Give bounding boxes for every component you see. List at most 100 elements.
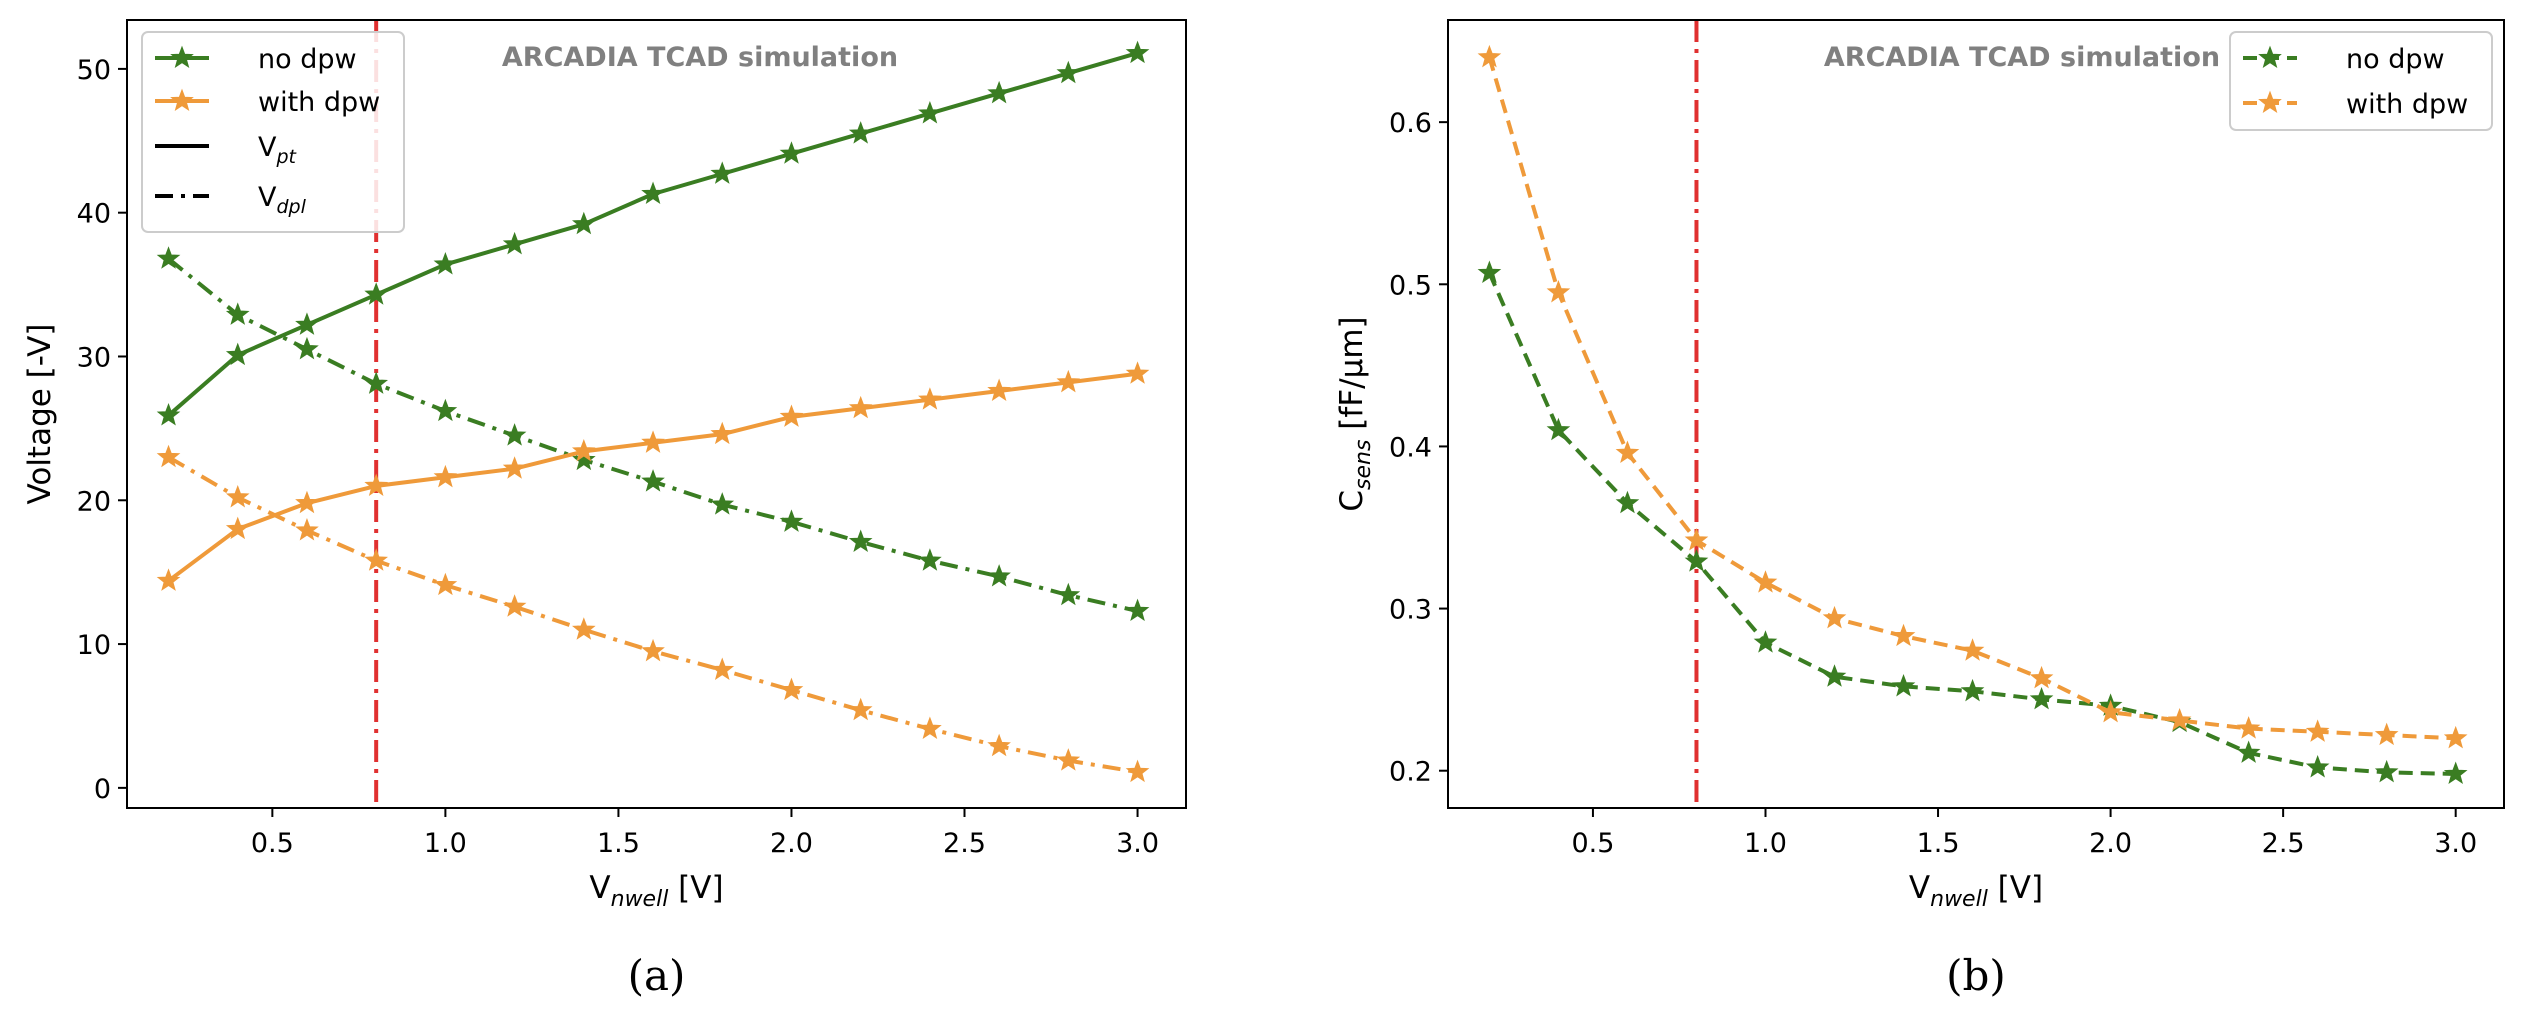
- x-axis-label-main: V: [1909, 870, 1930, 906]
- x-tick-label: 2.5: [2262, 828, 2305, 859]
- data-point: [1546, 417, 1571, 441]
- x-axis-label: Vnwell [V]: [1909, 870, 2043, 912]
- data-point: [918, 548, 942, 571]
- data-point: [2029, 665, 2054, 689]
- series-line: [1487, 56, 2456, 741]
- data-point: [848, 529, 873, 553]
- data-point: [1056, 582, 1081, 606]
- data-point: [1753, 570, 1778, 593]
- data-point: [2443, 725, 2468, 749]
- legend-star: [2258, 90, 2282, 114]
- legend-box: [141, 31, 405, 233]
- legend-label-with-dpw: with dpw: [2346, 89, 2468, 120]
- legend-vdpl-sub: dpl: [276, 196, 306, 218]
- data-point: [641, 430, 665, 453]
- data-point: [2443, 761, 2468, 785]
- data-point: [295, 490, 319, 514]
- annotation-text: ARCADIA TCAD simulation: [502, 42, 898, 73]
- data-point: [710, 657, 735, 681]
- data-point: [225, 302, 250, 325]
- legend: no dpw with dpw: [2229, 31, 2493, 131]
- data-point: [918, 101, 942, 124]
- data-point: [1684, 528, 1709, 551]
- data-point: [848, 121, 873, 144]
- panel-label: (a): [628, 951, 686, 1000]
- x-tick-label: 3.0: [2434, 828, 2477, 859]
- data-point: [710, 421, 735, 445]
- data-point: [1125, 598, 1150, 622]
- data-point: [1822, 664, 1847, 687]
- data-point: [502, 456, 527, 479]
- data-point: [987, 378, 1011, 402]
- data-point: [225, 484, 250, 508]
- data-point: [641, 638, 665, 662]
- data-point: [433, 572, 458, 596]
- data-point: [295, 336, 319, 360]
- legend-vdpl-main: V: [258, 182, 277, 213]
- x-tick-label: 1.5: [597, 828, 640, 859]
- data-point: [502, 231, 527, 255]
- y-tick-label: 0.3: [1389, 595, 1432, 626]
- data-point: [987, 564, 1011, 587]
- y-tick-label: 0: [94, 774, 111, 805]
- data-point: [572, 438, 596, 462]
- data-point: [1125, 759, 1150, 783]
- data-point: [848, 395, 873, 419]
- x-tick-label: 1.0: [424, 828, 467, 859]
- y-tick-label: 40: [77, 199, 111, 230]
- legend-star: [2258, 45, 2282, 69]
- y-tick-label: 50: [77, 55, 111, 86]
- data-point: [1056, 60, 1081, 84]
- data-point: [225, 342, 250, 366]
- legend-label-with-dpw: with dpw: [258, 87, 380, 118]
- plot-frame: [126, 19, 1187, 809]
- data-point: [156, 444, 181, 468]
- legend-label-no-dpw: no dpw: [2346, 44, 2445, 75]
- y-axis-label: Csens [fF/μm]: [1334, 316, 1376, 511]
- x-axis-label-unit: [V]: [1988, 870, 2043, 906]
- data-point: [1753, 630, 1778, 653]
- data-point: [2167, 708, 2192, 731]
- panel-label: (b): [1946, 951, 2006, 1000]
- data-point: [364, 473, 388, 496]
- x-tick-label: 2.0: [2089, 828, 2132, 859]
- data-point: [987, 80, 1011, 104]
- data-point: [572, 211, 596, 235]
- data-point: [918, 387, 942, 410]
- data-point: [572, 447, 596, 471]
- legend-star: [170, 45, 194, 69]
- legend-label-vdpl: Vdpl: [258, 182, 307, 218]
- data-point: [1125, 361, 1150, 384]
- data-point: [433, 398, 458, 422]
- data-point: [779, 509, 804, 532]
- data-point: [1125, 40, 1150, 64]
- data-point: [1056, 369, 1081, 393]
- data-point: [1477, 260, 1502, 283]
- data-point: [2029, 686, 2054, 710]
- data-point: [1546, 279, 1571, 303]
- y-tick-label: 0.2: [1389, 757, 1432, 788]
- plot-frame: [1447, 19, 2505, 809]
- data-point: [433, 252, 458, 275]
- y-tick-label: 30: [77, 342, 111, 373]
- data-point: [1477, 44, 1502, 68]
- annotation-text: ARCADIA TCAD simulation: [1824, 42, 2220, 73]
- data-point: [1684, 549, 1709, 572]
- data-point: [1615, 440, 1640, 463]
- data-point: [987, 733, 1011, 757]
- y-tick-label: 0.4: [1389, 432, 1432, 463]
- legend-vpt-main: V: [258, 132, 277, 163]
- y-tick-label: 0.5: [1389, 270, 1432, 301]
- x-tick-label: 0.5: [251, 828, 294, 859]
- x-axis-label: Vnwell [V]: [589, 870, 723, 912]
- data-point: [710, 161, 735, 184]
- y-axis-label-unit: [fF/μm]: [1334, 316, 1370, 439]
- legend-label-vpt: Vpt: [258, 132, 298, 168]
- data-point: [502, 594, 527, 617]
- data-point: [779, 404, 804, 427]
- data-point: [156, 403, 181, 426]
- data-point: [2236, 716, 2261, 739]
- x-tick-label: 2.0: [770, 828, 813, 859]
- x-tick-label: 0.5: [1571, 828, 1614, 859]
